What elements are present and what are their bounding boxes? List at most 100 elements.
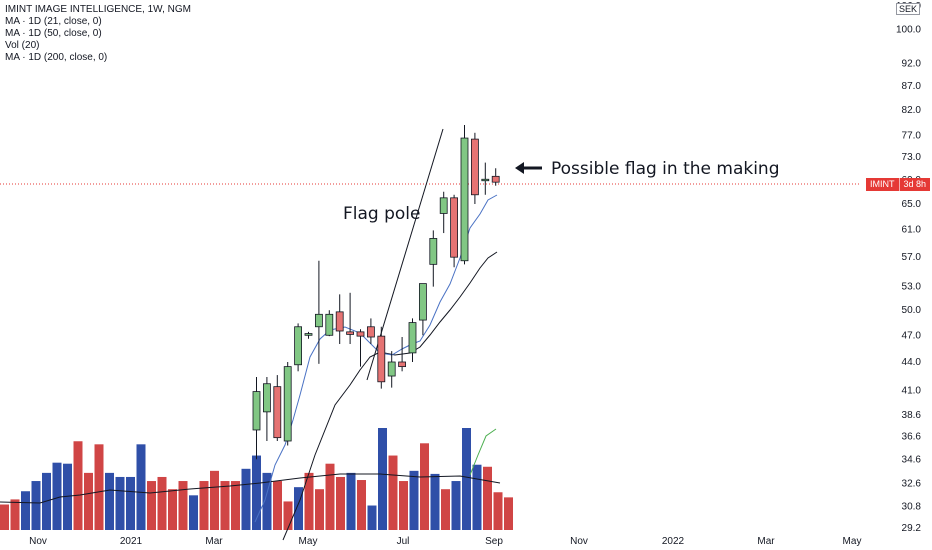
- y-tick-label: 32.6: [902, 478, 922, 489]
- chart-legend: IMINT IMAGE INTELLIGENCE, 1W, NGM MA · 1…: [5, 4, 191, 64]
- candle: [283, 361, 292, 446]
- x-tick-label: 2021: [120, 536, 143, 547]
- y-tick-label: 30.8: [902, 501, 922, 512]
- flag-pole-label: Flag pole: [343, 204, 421, 224]
- volume-ma-line: [0, 473, 501, 504]
- candlesticks: [252, 125, 500, 460]
- candle: [418, 283, 427, 336]
- x-tick-label: Sep: [485, 536, 503, 547]
- candle: [304, 331, 313, 339]
- candle: [366, 318, 375, 344]
- candle-body: [252, 391, 261, 431]
- candle: [377, 326, 386, 389]
- candle: [252, 376, 261, 460]
- candle-body: [470, 138, 479, 196]
- y-tick-label: 57.0: [902, 252, 922, 263]
- x-tick-label: Nov: [29, 536, 47, 547]
- volume-bar: [168, 489, 177, 530]
- currency-badge[interactable]: SEK: [895, 3, 920, 15]
- volume-bar: [220, 481, 230, 530]
- y-tick-label: 77.0: [902, 130, 922, 141]
- candle: [294, 323, 303, 372]
- y-tick-label: 100.0: [896, 25, 921, 36]
- candle-body: [346, 331, 355, 335]
- volume-bar: [84, 472, 93, 530]
- y-tick-label: 38.6: [902, 410, 922, 421]
- volume-bar: [241, 468, 251, 530]
- volume-bar: [199, 481, 209, 530]
- legend-ma21[interactable]: MA · 1D (21, close, 0): [5, 16, 102, 27]
- volume-bar: [157, 476, 167, 530]
- chart-title: IMINT IMAGE INTELLIGENCE, 1W, NGM: [5, 4, 191, 15]
- y-tick-label: 53.0: [902, 282, 922, 293]
- candle-body: [366, 326, 375, 338]
- y-tick-label: 41.0: [902, 386, 922, 397]
- volume-bar: [325, 463, 335, 530]
- x-tick-label: Mar: [205, 536, 223, 547]
- legend-ma200[interactable]: MA · 1D (200, close, 0): [5, 52, 108, 63]
- volume-bar: [210, 470, 219, 530]
- volume-bar: [273, 481, 282, 530]
- volume-bar: [0, 504, 9, 530]
- volume-bar: [483, 466, 492, 530]
- volume-bar: [420, 443, 429, 530]
- candle-body: [387, 361, 396, 377]
- volume-bar: [472, 464, 482, 530]
- volume-bar: [399, 481, 408, 530]
- volume-bar: [441, 489, 450, 530]
- candle-body: [429, 238, 438, 265]
- candle: [356, 329, 365, 367]
- volume-bar: [94, 444, 104, 530]
- price-tag-symbol: IMINT: [870, 179, 895, 189]
- volume-bar: [147, 481, 156, 530]
- candle: [408, 318, 417, 362]
- candle: [273, 375, 282, 441]
- volume-bar: [231, 481, 240, 530]
- candle-body: [491, 175, 500, 183]
- candle-body: [262, 383, 271, 413]
- x-tick-label: 2022: [662, 536, 685, 547]
- last-price-tag: IMINT 3d 8h: [866, 178, 931, 191]
- candle: [470, 132, 479, 205]
- time-axis: Nov 2021 Mar May Jul Sep Nov 2022 Mar May: [29, 536, 861, 547]
- annotation-flag-pole: Flag pole: [343, 204, 421, 224]
- volume-bar: [262, 472, 272, 530]
- volume-bar: [115, 476, 125, 530]
- candle: [346, 292, 355, 344]
- candle: [335, 294, 344, 344]
- legend-ma50[interactable]: MA · 1D (50, close, 0): [5, 28, 102, 39]
- candle-body: [325, 313, 334, 336]
- volume-bar: [462, 428, 471, 530]
- x-tick-label: May: [299, 536, 318, 547]
- legend-vol[interactable]: Vol (20): [5, 40, 40, 51]
- volume-bar: [126, 476, 135, 530]
- y-tick-label: 61.0: [902, 225, 922, 236]
- price-axis: 29.2 30.8 32.6 34.6 36.6 38.6 41.0 44.0 47.0 50.0…: [896, 1, 921, 534]
- arrow-head-icon: [515, 162, 524, 174]
- candle-body: [283, 366, 292, 442]
- candle-body: [460, 137, 469, 262]
- volume-bar: [294, 487, 303, 530]
- candle: [398, 337, 407, 372]
- candle-body: [356, 331, 365, 337]
- y-tick-label: 82.0: [902, 105, 922, 116]
- volume-bar: [52, 462, 62, 530]
- candle: [439, 191, 448, 234]
- volume-bar: [430, 473, 440, 530]
- candle-body: [439, 197, 448, 214]
- y-tick-label: 29.2: [902, 523, 922, 534]
- x-tick-label: May: [843, 536, 862, 547]
- candle: [460, 125, 469, 265]
- volume-bar: [388, 455, 398, 530]
- candle: [481, 162, 490, 195]
- candle: [491, 168, 500, 186]
- volume-bar: [357, 480, 366, 530]
- volume-bar: [451, 481, 461, 530]
- candle-body: [314, 313, 323, 328]
- candle-body: [273, 386, 282, 439]
- volume-bar: [189, 495, 198, 530]
- volume-bar: [73, 441, 83, 530]
- volume-bar: [378, 428, 387, 530]
- candle-body: [335, 311, 344, 332]
